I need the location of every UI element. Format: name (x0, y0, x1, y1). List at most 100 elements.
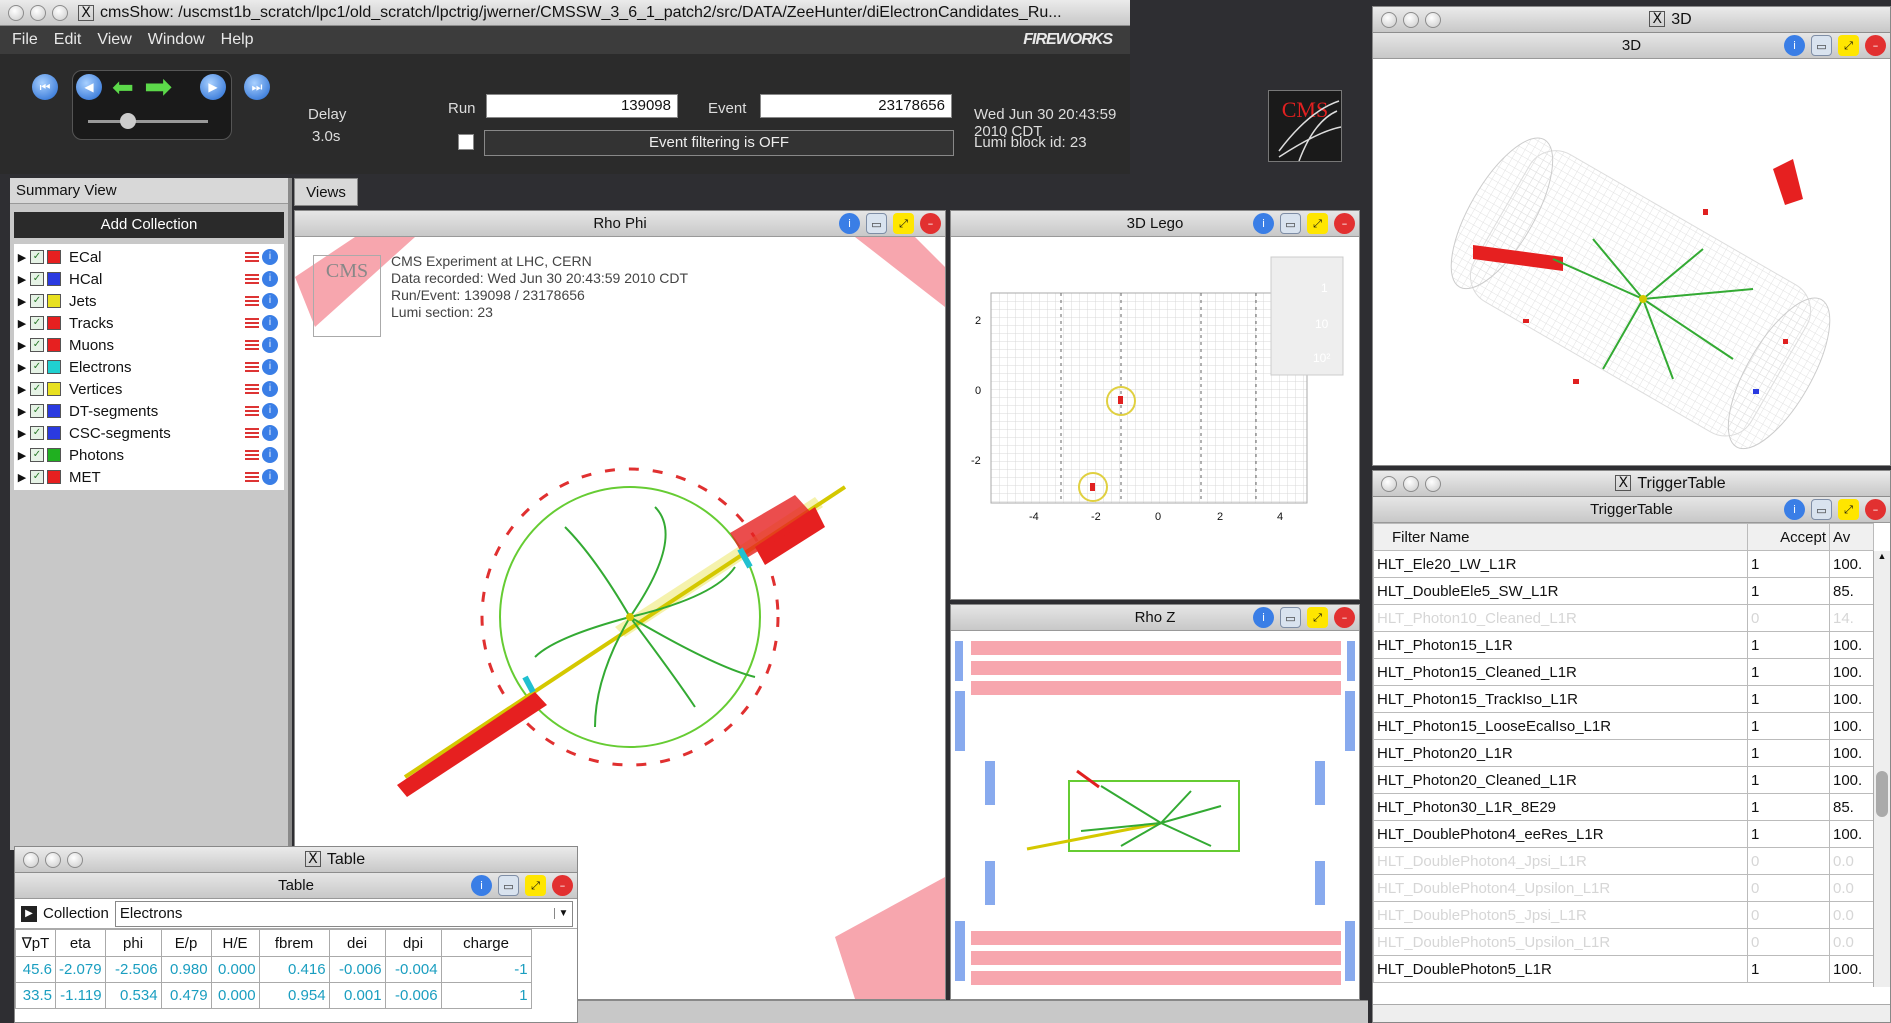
delay-slider-track[interactable] (88, 120, 208, 123)
collection-row[interactable]: ▶ ✓ Muons i (14, 334, 284, 356)
expand-triangle-icon[interactable]: ▶ (17, 250, 27, 264)
color-swatch[interactable] (47, 250, 61, 264)
column-header[interactable]: phi (104, 929, 162, 957)
info-icon[interactable]: i (262, 403, 278, 419)
collection-dropdown[interactable]: Electrons ▼ (114, 900, 573, 927)
close-icon[interactable]: – (920, 213, 941, 234)
close-icon[interactable]: – (1334, 607, 1355, 628)
dropdown-arrow-icon[interactable]: ▼ (554, 908, 572, 919)
trigger-row[interactable]: HLT_DoubleEle5_SW_L1R 1 85. (1373, 577, 1874, 605)
column-header[interactable]: E/p (160, 929, 212, 957)
menu-file[interactable]: File (12, 31, 38, 48)
expand-triangle-icon[interactable]: ▶ (17, 448, 27, 462)
minimize-window-button[interactable] (1403, 475, 1419, 492)
collection-row[interactable]: ▶ ✓ Vertices i (14, 378, 284, 400)
close-window-button[interactable] (23, 851, 39, 868)
close-icon[interactable]: – (1865, 499, 1886, 520)
3d-canvas[interactable] (1373, 59, 1890, 459)
collection-row[interactable]: ▶ ✓ DT-segments i (14, 400, 284, 422)
visibility-checkbox[interactable]: ✓ (30, 250, 44, 264)
close-icon[interactable]: – (1334, 213, 1355, 234)
filter-icon[interactable] (245, 362, 259, 372)
visibility-checkbox[interactable]: ✓ (30, 272, 44, 286)
color-swatch[interactable] (47, 272, 61, 286)
screenshot-icon[interactable]: ▭ (1280, 607, 1301, 628)
minimize-window-button[interactable] (45, 851, 61, 868)
color-swatch[interactable] (47, 316, 61, 330)
collection-row[interactable]: ▶ ✓ Photons i (14, 444, 284, 466)
first-event-icon[interactable]: ⏮ (32, 74, 58, 100)
column-header[interactable]: H/E (210, 929, 260, 957)
minimize-window-button[interactable] (30, 4, 46, 21)
collection-row[interactable]: ▶ ✓ Electrons i (14, 356, 284, 378)
screenshot-icon[interactable]: ▭ (866, 213, 887, 234)
rho-z-canvas[interactable] (951, 631, 1359, 999)
info-icon[interactable]: i (1253, 213, 1274, 234)
color-swatch[interactable] (47, 294, 61, 308)
visibility-checkbox[interactable]: ✓ (30, 316, 44, 330)
expand-triangle-icon[interactable]: ▶ (17, 294, 27, 308)
collection-row[interactable]: ▶ ✓ CSC-segments i (14, 422, 284, 444)
visibility-checkbox[interactable]: ✓ (30, 470, 44, 484)
collection-row[interactable]: ▶ ✓ Jets i (14, 290, 284, 312)
column-header[interactable]: dpi (384, 929, 442, 957)
info-icon[interactable]: i (1784, 499, 1805, 520)
color-swatch[interactable] (47, 382, 61, 396)
filter-icon[interactable] (245, 450, 259, 460)
info-icon[interactable]: i (839, 213, 860, 234)
collection-row[interactable]: ▶ ✓ ECal i (14, 246, 284, 268)
expand-triangle-icon[interactable]: ▶ (17, 382, 27, 396)
visibility-checkbox[interactable]: ✓ (30, 448, 44, 462)
minimize-window-button[interactable] (1403, 11, 1419, 28)
expand-triangle-icon[interactable]: ▶ (17, 338, 27, 352)
maximize-icon[interactable]: ⤢ (1838, 35, 1859, 56)
visibility-checkbox[interactable]: ✓ (30, 382, 44, 396)
trigger-row[interactable]: HLT_DoublePhoton5_Jpsi_L1R 0 0.0 (1373, 901, 1874, 929)
trigger-row[interactable]: HLT_Photon20_Cleaned_L1R 1 100. (1373, 766, 1874, 794)
scroll-thumb[interactable] (1876, 771, 1888, 817)
column-header[interactable]: ∇pT (15, 929, 56, 957)
visibility-checkbox[interactable]: ✓ (30, 294, 44, 308)
trigger-vertical-scrollbar[interactable]: ▲ (1873, 551, 1890, 987)
menu-help[interactable]: Help (220, 31, 254, 48)
trigger-row[interactable]: HLT_Photon15_LooseEcalIso_L1R 1 100. (1373, 712, 1874, 740)
trigger-row[interactable]: HLT_Ele20_LW_L1R 1 100. (1373, 550, 1874, 578)
column-av[interactable]: Av (1829, 523, 1874, 551)
collection-row[interactable]: ▶ ✓ HCal i (14, 268, 284, 290)
info-icon[interactable]: i (262, 271, 278, 287)
menu-window[interactable]: Window (147, 31, 205, 48)
run-field[interactable]: 139098 (486, 94, 678, 118)
trigger-row[interactable]: HLT_DoublePhoton4_eeRes_L1R 1 100. (1373, 820, 1874, 848)
trigger-row[interactable]: HLT_DoublePhoton4_Upsilon_L1R 0 0.0 (1373, 874, 1874, 902)
trigger-row[interactable]: HLT_Photon20_L1R 1 100. (1373, 739, 1874, 767)
expand-triangle-icon[interactable]: ▶ (17, 272, 27, 286)
table-row[interactable]: 45.6 -2.079 -2.506 0.980 0.000 0.416 -0.006 -0.… (15, 956, 532, 983)
color-swatch[interactable] (47, 448, 61, 462)
filter-icon[interactable] (245, 384, 259, 394)
info-icon[interactable]: i (471, 875, 492, 896)
color-swatch[interactable] (47, 404, 61, 418)
column-header[interactable]: eta (55, 929, 106, 957)
maximize-icon[interactable]: ⤢ (893, 213, 914, 234)
add-collection-button[interactable]: Add Collection (14, 212, 284, 238)
column-header[interactable]: charge (440, 929, 532, 957)
trigger-row[interactable]: HLT_DoublePhoton4_Jpsi_L1R 0 0.0 (1373, 847, 1874, 875)
event-field[interactable]: 23178656 (760, 94, 952, 118)
close-window-button[interactable] (1381, 475, 1397, 492)
filter-icon[interactable] (245, 406, 259, 416)
expand-triangle-icon[interactable]: ▶ (17, 404, 27, 418)
expand-triangle-icon[interactable]: ▶ (17, 360, 27, 374)
visibility-checkbox[interactable]: ✓ (30, 404, 44, 418)
trigger-row[interactable]: HLT_DoublePhoton5_Upsilon_L1R 0 0.0 (1373, 928, 1874, 956)
expand-triangle-icon[interactable]: ▶ (17, 316, 27, 330)
visibility-checkbox[interactable]: ✓ (30, 360, 44, 374)
event-filter-button[interactable]: Event filtering is OFF (484, 130, 954, 156)
filter-icon[interactable] (245, 296, 259, 306)
info-icon[interactable]: i (262, 425, 278, 441)
info-icon[interactable]: i (262, 447, 278, 463)
table-row[interactable]: 33.5 -1.119 0.534 0.479 0.000 0.954 0.001 -0.00… (15, 982, 532, 1009)
color-swatch[interactable] (47, 426, 61, 440)
trigger-row[interactable]: HLT_Photon15_TrackIso_L1R 1 100. (1373, 685, 1874, 713)
maximize-icon[interactable]: ⤢ (1307, 607, 1328, 628)
play-backward-icon[interactable]: ⬅ (112, 72, 134, 102)
